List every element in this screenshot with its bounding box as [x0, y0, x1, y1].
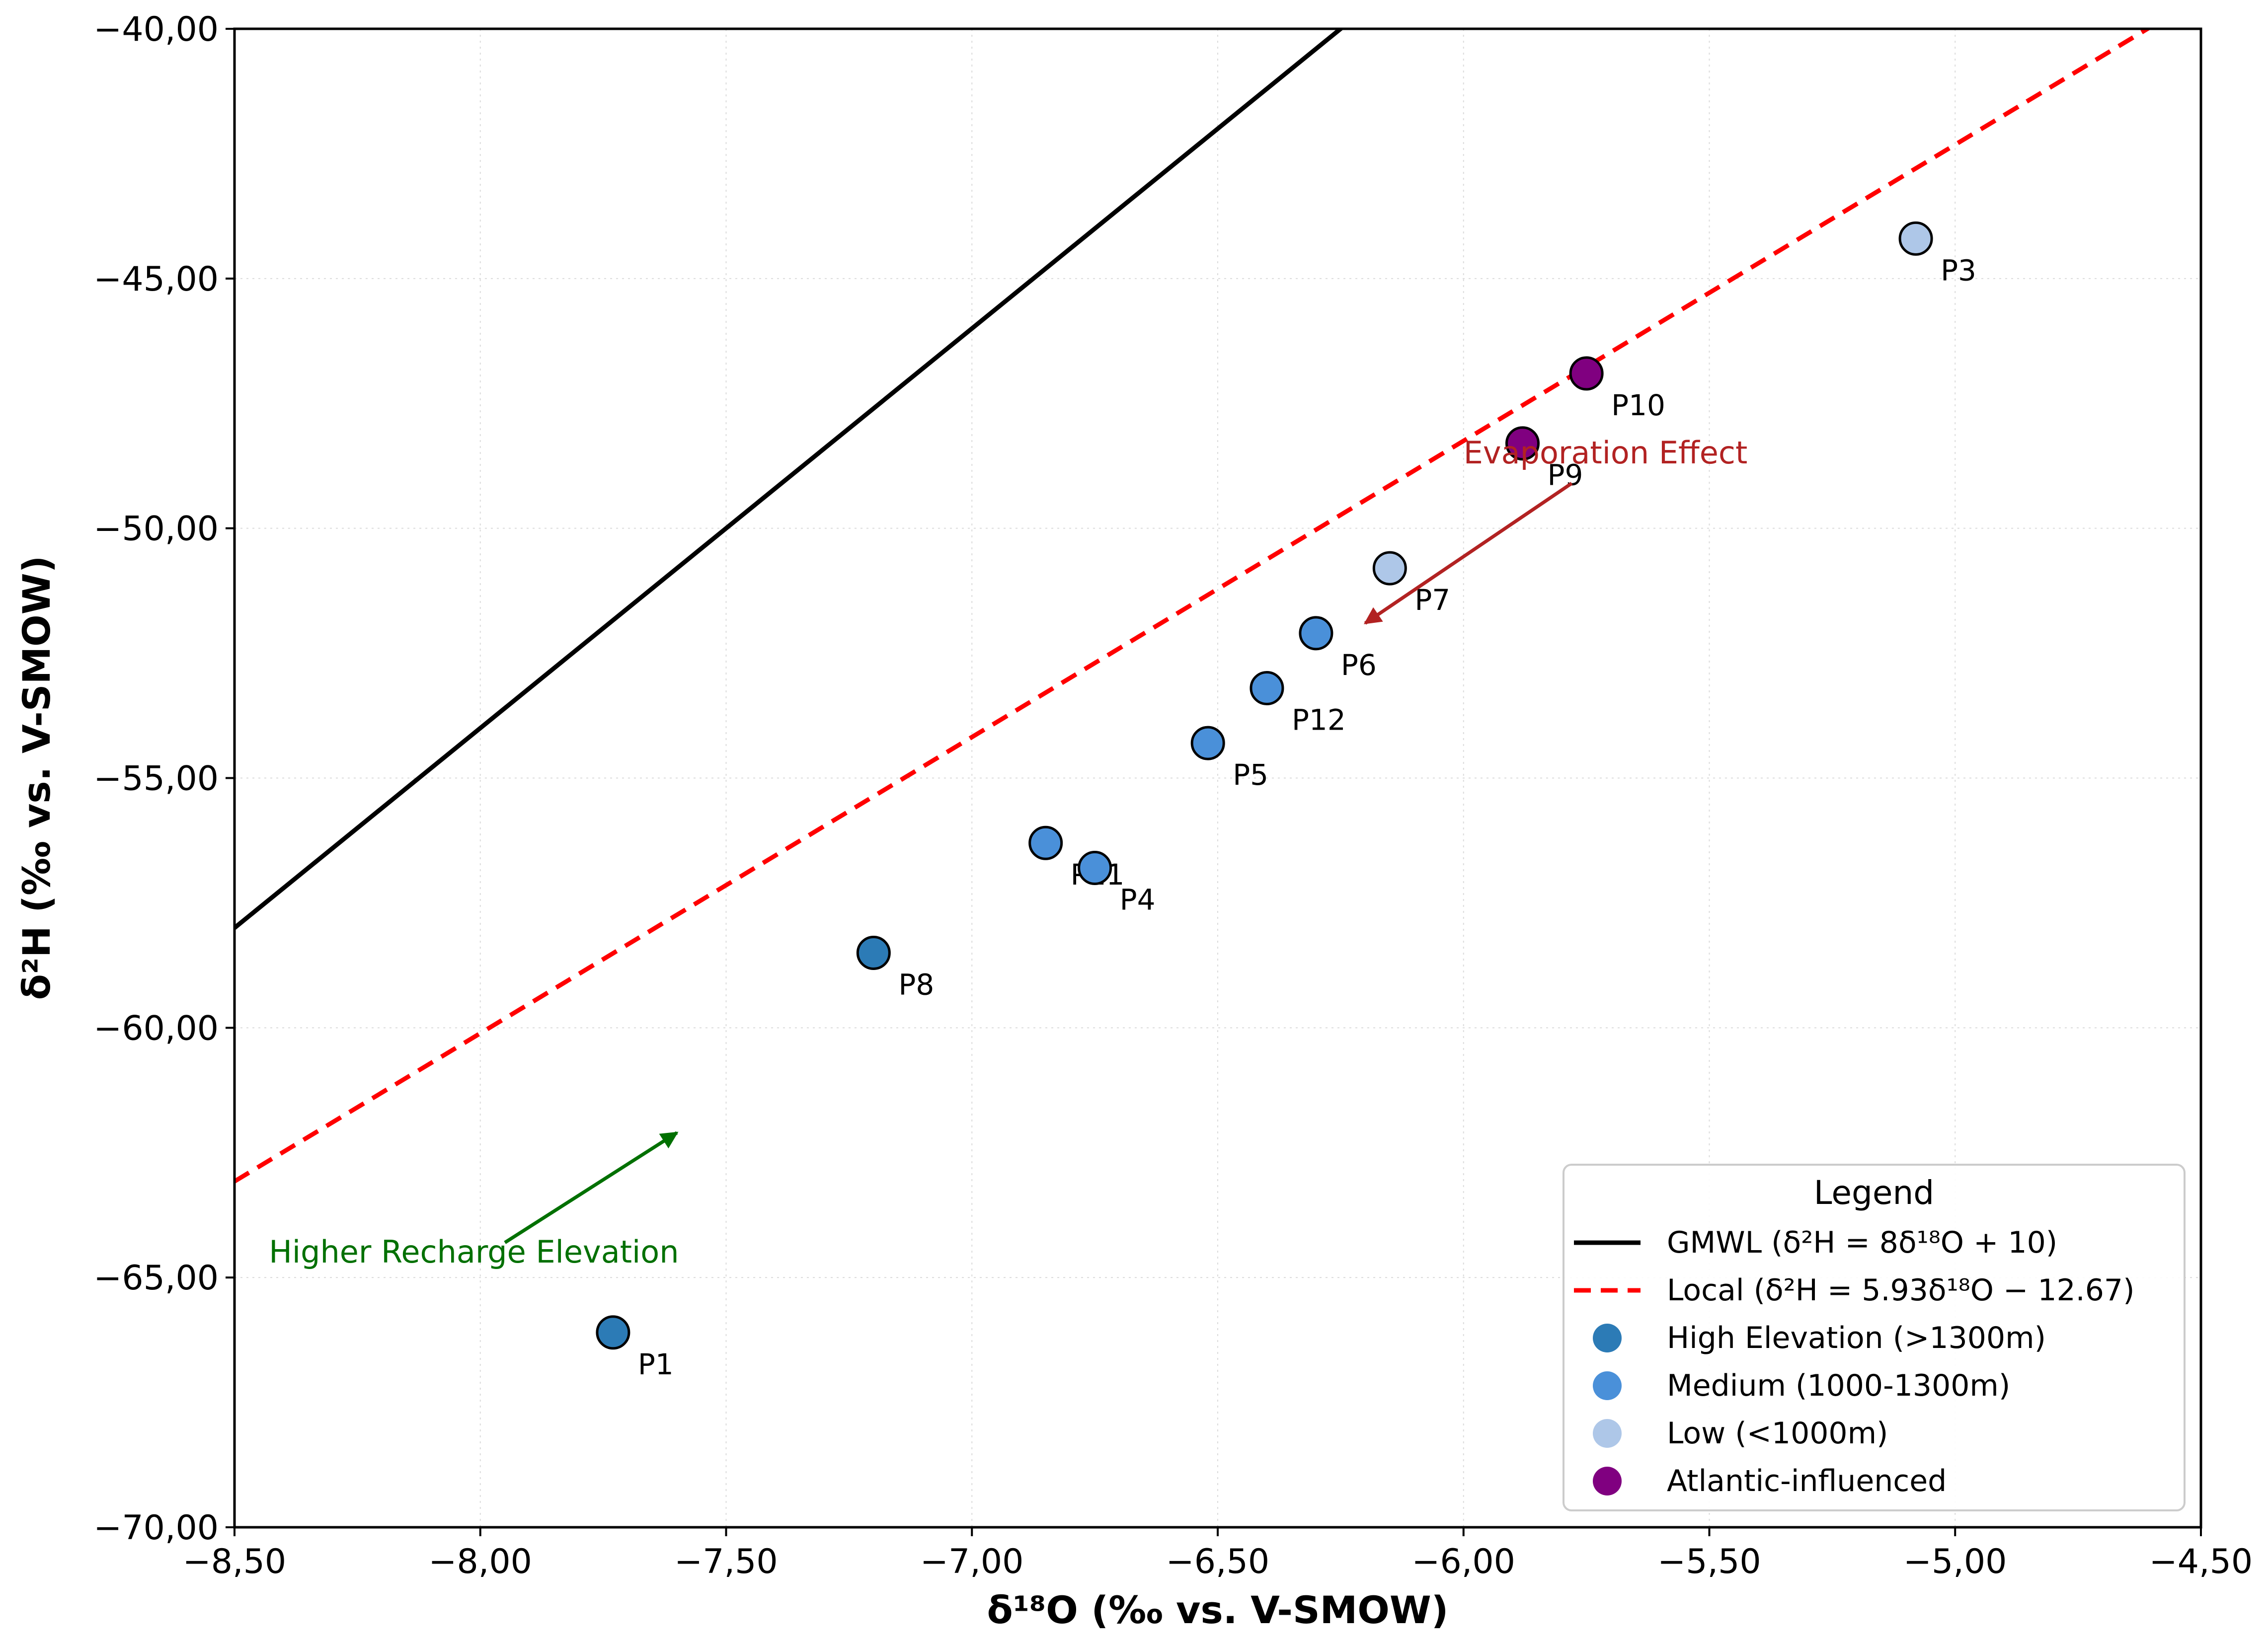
- y-tick-label: −60,00: [93, 1009, 219, 1048]
- point-p1: [596, 1315, 630, 1350]
- y-tick-label: −70,00: [93, 1508, 219, 1548]
- point-p7: [1372, 551, 1407, 586]
- y-tick-label: −40,00: [93, 10, 219, 49]
- x-tick-label: −7,50: [674, 1542, 778, 1581]
- point-p5: [1190, 726, 1225, 760]
- point-p10: [1569, 356, 1604, 391]
- point-label-p4: P4: [1120, 883, 1156, 917]
- x-tick-label: −8,50: [183, 1542, 286, 1581]
- point-p8: [856, 935, 891, 970]
- point-label-p7: P7: [1414, 583, 1450, 617]
- y-tick-label: −65,00: [93, 1259, 219, 1298]
- point-p12: [1250, 671, 1284, 705]
- legend-local-label: Local (δ²H = 5.93δ¹⁸O − 12.67): [1667, 1273, 2135, 1308]
- legend-low-marker: [1593, 1419, 1622, 1448]
- x-axis-title: δ¹⁸O (‰ vs. V-SMOW): [987, 1588, 1449, 1632]
- y-tick-label: −45,00: [93, 260, 219, 299]
- annotations: Evaporation Effect Higher Recharge Elevat…: [269, 435, 1747, 1270]
- legend-atlantic-marker: [1593, 1467, 1622, 1495]
- point-label-p12: P12: [1292, 703, 1346, 737]
- legend-low-label: Low (<1000m): [1667, 1416, 1888, 1451]
- x-tick-label: −5,00: [1903, 1542, 2007, 1581]
- point-label-p3: P3: [1941, 253, 1976, 287]
- legend-box: [1563, 1164, 2186, 1511]
- y-tick-label: −55,00: [93, 759, 219, 799]
- x-tick-label: −4,50: [2149, 1542, 2253, 1581]
- point-label-p1: P1: [638, 1347, 674, 1381]
- y-axis-title: δ²H (‰ vs. V-SMOW): [14, 556, 59, 1000]
- point-p6: [1299, 616, 1333, 651]
- reference-lines: [235, 29, 2152, 1184]
- point-p9: [1505, 426, 1540, 461]
- gmwl-line: [235, 29, 1344, 930]
- legend-medium-label: Medium (1000-1300m): [1667, 1368, 2010, 1403]
- x-tick-label: −6,50: [1166, 1542, 1269, 1581]
- evaporation-effect-annotation: Evaporation Effect: [1464, 435, 1748, 471]
- point-label-p10: P10: [1611, 388, 1665, 422]
- higher-recharge-elevation-arrow: [504, 1131, 679, 1244]
- point-label-p6: P6: [1341, 648, 1377, 682]
- evaporation-effect-arrow: [1363, 482, 1573, 625]
- point-label-p5: P5: [1233, 758, 1268, 792]
- x-tick-label: −7,00: [920, 1542, 1023, 1581]
- legend: Legend GMWL (δ²H = 8δ¹⁸O + 10) Local (δ²…: [1563, 1164, 2186, 1511]
- legend-medium-marker: [1593, 1371, 1622, 1400]
- point-label-p8: P8: [898, 968, 934, 1001]
- point-p3: [1898, 221, 1933, 256]
- y-tick-label: −50,00: [93, 510, 219, 549]
- legend-atlantic-label: Atlantic-influenced: [1667, 1464, 1947, 1498]
- legend-high-marker: [1593, 1324, 1622, 1352]
- x-tick-label: −6,00: [1412, 1542, 1515, 1581]
- x-tick-label: −5,50: [1657, 1542, 1761, 1581]
- legend-gmwl-label: GMWL (δ²H = 8δ¹⁸O + 10): [1667, 1225, 2057, 1260]
- point-p11: [1028, 825, 1063, 860]
- higher-recharge-elevation-annotation: Higher Recharge Elevation: [269, 1234, 679, 1270]
- legend-title: Legend: [1814, 1174, 1934, 1212]
- local-line: [235, 29, 2152, 1184]
- x-tick-label: −8,00: [429, 1542, 532, 1581]
- legend-high-label: High Elevation (>1300m): [1667, 1321, 2046, 1355]
- point-p4: [1078, 851, 1112, 886]
- axis-ticks: −8,50 −8,00 −7,50 −7,00 −6,50 −6,00 −5,50 −5,00…: [93, 10, 2253, 1581]
